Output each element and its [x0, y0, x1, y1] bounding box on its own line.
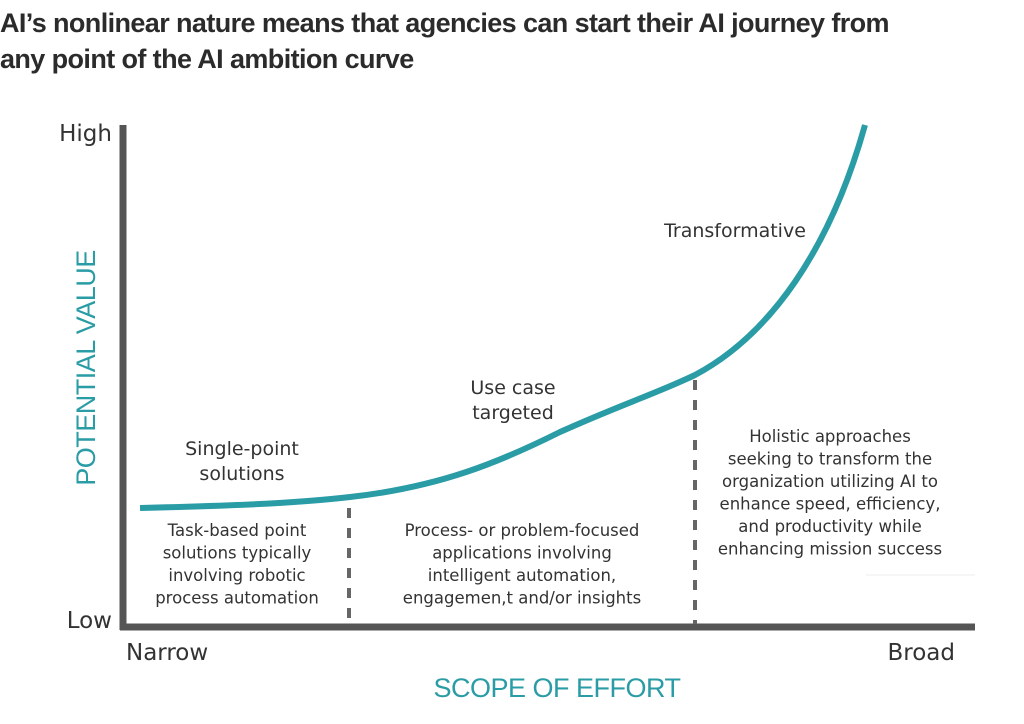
title: AI’s nonlinear nature means that agencie…	[0, 8, 889, 38]
stage-label: Use case	[470, 377, 555, 399]
stage-description: intelligent automation,	[428, 566, 616, 585]
stage-label: targeted	[472, 402, 554, 424]
stage-label: Transformative	[663, 220, 806, 242]
x-title: SCOPE OF EFFORT	[433, 673, 680, 703]
x-narrow: Narrow	[126, 640, 208, 666]
stage-description: Process- or problem-focused	[405, 521, 640, 540]
title: any point of the AI ambition curve	[0, 44, 414, 74]
stage-description: involving robotic	[168, 566, 305, 585]
stage-description: Holistic approaches	[749, 427, 911, 446]
stage-description: and productivity while	[738, 517, 921, 536]
stage-label: Single-point	[185, 438, 299, 460]
ambition-curve	[139, 124, 868, 511]
stage-description: seeking to transform the	[728, 450, 932, 469]
stage-description: enhance speed, efficiency,	[720, 495, 941, 514]
stage-description: process automation	[155, 589, 319, 608]
stage-description: solutions typically	[163, 544, 312, 563]
stage-description: enhancing mission success	[718, 540, 942, 559]
stage-description: Task-based point	[167, 521, 307, 540]
y-low: Low	[67, 608, 112, 634]
y-high: High	[59, 121, 112, 147]
stage-description: organization utilizing AI to	[722, 472, 938, 491]
stage-description: applications involving	[432, 544, 612, 563]
x-broad: Broad	[888, 640, 956, 666]
y-title: POTENTIAL VALUE	[71, 250, 101, 486]
stage-label: solutions	[199, 463, 284, 485]
stage-description: engagemen,t and/or insights	[403, 589, 641, 608]
